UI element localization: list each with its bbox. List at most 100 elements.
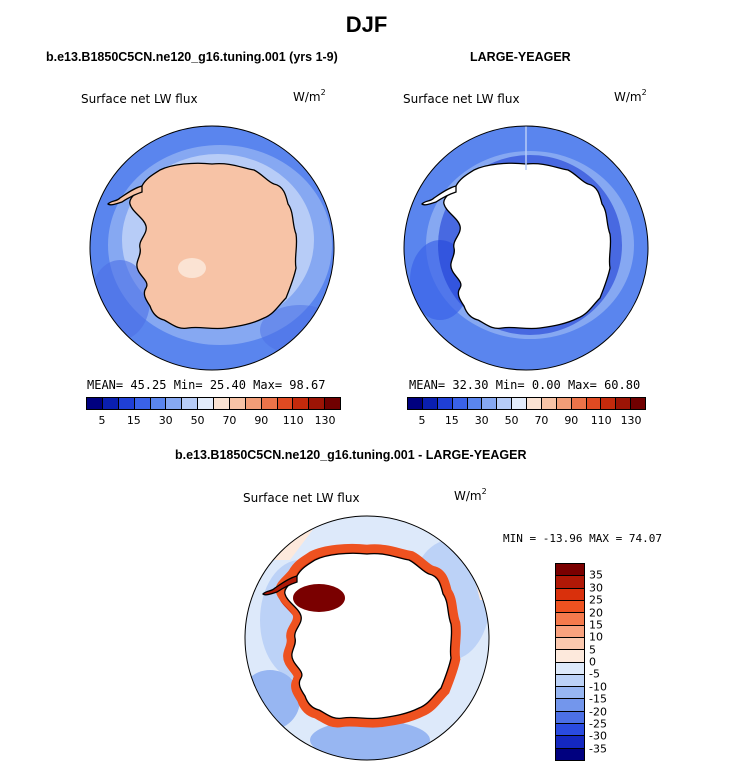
left-colorbar (86, 397, 341, 410)
right-map-border (403, 125, 649, 371)
colorbar-swatch (293, 398, 310, 409)
colorbar-tick-label: 30 (158, 414, 173, 427)
colorbar-swatch (229, 398, 246, 409)
colorbar-swatch (87, 398, 103, 409)
colorbar-tick-label: 50 (504, 414, 519, 427)
colorbar-swatch (571, 398, 587, 409)
colorbar-swatch (601, 398, 617, 409)
colorbar-swatch (277, 398, 294, 409)
colorbar-tick-label: 0 (589, 655, 596, 669)
colorbar-swatch (102, 398, 119, 409)
left-colorbar-ticks: 5 15 30 50 70 90 110 130 (86, 414, 341, 428)
colorbar-tick-label: 90 (564, 414, 579, 427)
left-panel-title: b.e13.B1850C5CN.ne120_g16.tuning.001 (yr… (46, 50, 338, 64)
colorbar-swatch (556, 613, 584, 626)
colorbar-swatch (556, 600, 584, 614)
colorbar-swatch (556, 625, 584, 638)
right-map (404, 126, 648, 370)
left-variable-label: Surface net LW flux (81, 92, 198, 106)
left-units-label: W/m2 (293, 88, 326, 104)
colorbar-tick-label: 20 (589, 606, 603, 619)
colorbar-swatch (556, 637, 584, 651)
colorbar-swatch (408, 398, 423, 409)
diff-panel-title: b.e13.B1850C5CN.ne120_g16.tuning.001 - L… (175, 448, 527, 462)
colorbar-swatch (556, 674, 584, 688)
colorbar-swatch (497, 398, 513, 409)
colorbar-swatch (214, 398, 230, 409)
colorbar-tick-label: 90 (254, 414, 269, 427)
colorbar-swatch (556, 662, 584, 675)
colorbar-tick-label: -5 (589, 667, 600, 681)
colorbar-swatch (556, 748, 584, 760)
colorbar-swatch (118, 398, 135, 409)
colorbar-swatch (556, 687, 584, 700)
diff-map (245, 516, 489, 760)
colorbar-swatch (467, 398, 483, 409)
left-stats: MEAN= 45.25 Min= 25.40 Max= 98.67 (87, 378, 326, 392)
colorbar-tick-label: 110 (590, 414, 612, 427)
colorbar-tick-label: 5 (418, 414, 426, 427)
diff-colorbar-labels: 35 30 25 20 15 10 5 0 -5 -10 -15 -20 -25 -30 -35 (589, 563, 629, 761)
colorbar-swatch (150, 398, 167, 409)
colorbar-tick-label: 15 (126, 414, 141, 427)
colorbar-swatch (556, 711, 584, 725)
colorbar-tick-label: 70 (534, 414, 549, 427)
colorbar-swatch (556, 650, 584, 663)
colorbar-tick-label: 50 (190, 414, 205, 427)
diff-stats: MIN = -13.96 MAX = 74.07 (503, 532, 662, 545)
colorbar-tick-label: 5 (98, 414, 106, 427)
colorbar-tick-label: -30 (589, 729, 607, 743)
colorbar-tick-label: 30 (474, 414, 489, 427)
colorbar-tick-label: -20 (589, 705, 607, 718)
colorbar-swatch (198, 398, 214, 409)
colorbar-swatch (556, 576, 584, 589)
colorbar-swatch (556, 724, 584, 737)
colorbar-tick-label: 110 (282, 414, 304, 427)
colorbar-swatch (586, 398, 602, 409)
colorbar-swatch (245, 398, 262, 409)
colorbar-tick-label: 130 (314, 414, 336, 427)
colorbar-swatch (541, 398, 557, 409)
colorbar-tick-label: 10 (589, 630, 603, 644)
diff-variable-label: Surface net LW flux (243, 491, 360, 505)
colorbar-swatch (631, 398, 645, 409)
right-colorbar (407, 397, 646, 410)
colorbar-tick-label: 15 (589, 618, 603, 632)
colorbar-tick-label: 35 (589, 568, 603, 582)
right-panel-title: LARGE-YEAGER (470, 50, 571, 64)
colorbar-swatch (422, 398, 438, 409)
colorbar-tick-label: 30 (589, 581, 603, 595)
right-stats: MEAN= 32.30 Min= 0.00 Max= 60.80 (409, 378, 641, 392)
colorbar-swatch (556, 699, 584, 712)
colorbar-swatch (482, 398, 498, 409)
colorbar-tick-label: -10 (589, 680, 607, 694)
colorbar-tick-label: -15 (589, 692, 607, 706)
colorbar-tick-label: 130 (620, 414, 642, 427)
colorbar-swatch (556, 736, 584, 749)
colorbar-swatch (166, 398, 183, 409)
colorbar-tick-label: 25 (589, 593, 603, 607)
colorbar-swatch (527, 398, 542, 409)
colorbar-swatch (512, 398, 527, 409)
colorbar-swatch (556, 588, 584, 601)
left-map-border (89, 125, 335, 371)
diff-map-border (244, 515, 490, 761)
colorbar-tick-label: -35 (589, 742, 607, 756)
colorbar-swatch (261, 398, 278, 409)
colorbar-swatch (134, 398, 151, 409)
colorbar-tick-label: 15 (444, 414, 459, 427)
colorbar-swatch (452, 398, 468, 409)
colorbar-swatch (309, 398, 326, 409)
colorbar-swatch (437, 398, 453, 409)
right-variable-label: Surface net LW flux (403, 92, 520, 106)
right-units-label: W/m2 (614, 88, 647, 104)
colorbar-swatch (325, 398, 340, 409)
colorbar-swatch (616, 398, 632, 409)
colorbar-tick-label: 70 (222, 414, 237, 427)
page-title: DJF (345, 12, 388, 37)
colorbar-swatch (182, 398, 199, 409)
colorbar-tick-label: 5 (589, 643, 596, 657)
colorbar-tick-label: -25 (589, 717, 607, 731)
diff-units-label: W/m2 (454, 487, 487, 503)
